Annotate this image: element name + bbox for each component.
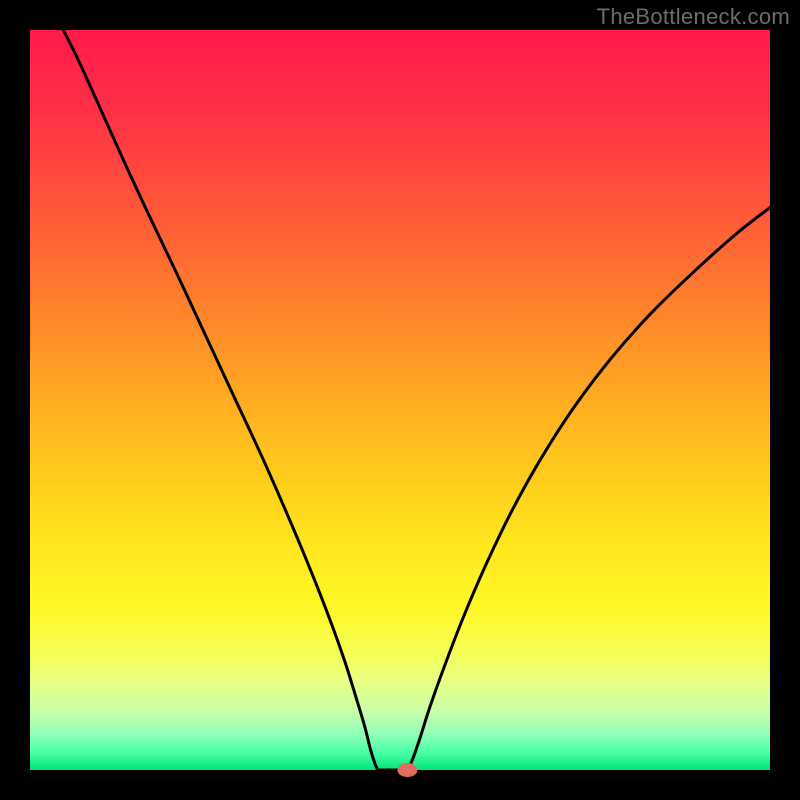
bottleneck-chart	[0, 0, 800, 800]
chart-container: TheBottleneck.com	[0, 0, 800, 800]
gradient-background	[30, 30, 770, 770]
optimal-point-marker	[397, 763, 417, 777]
watermark-text: TheBottleneck.com	[597, 4, 790, 30]
